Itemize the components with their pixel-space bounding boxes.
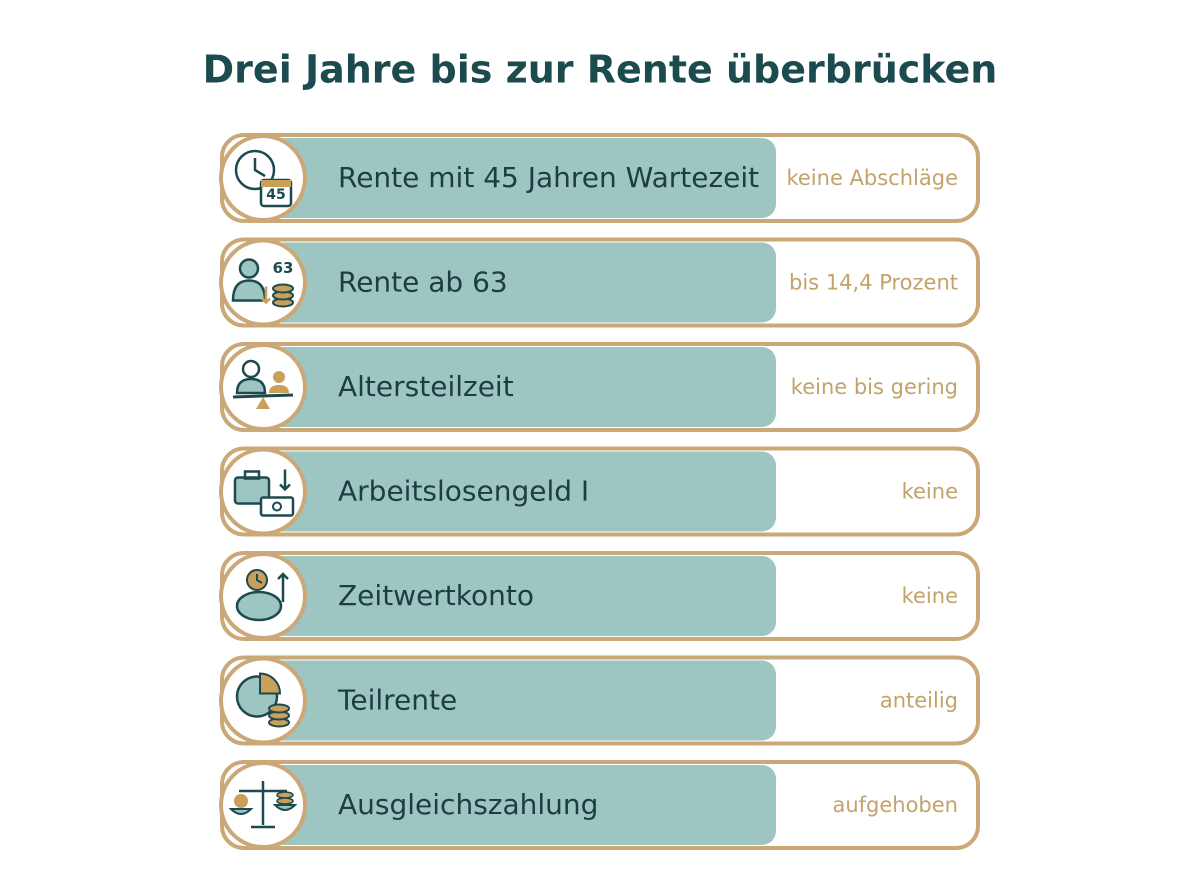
icon-shape	[239, 781, 287, 829]
icon-shape	[272, 283, 294, 294]
icon-shape	[232, 393, 294, 399]
row-note: keine bis gering	[791, 375, 958, 399]
icon-text: 63	[273, 259, 294, 277]
row-note: keine	[902, 480, 958, 504]
icon-shape	[234, 794, 248, 808]
row-label: Altersteilzeit	[338, 370, 514, 403]
row-label: Ausgleichszahlung	[338, 788, 598, 821]
icon-circle	[219, 238, 307, 327]
row: Ausgleichszahlung aufgehoben	[219, 760, 980, 850]
icon	[235, 569, 289, 622]
icon	[233, 469, 295, 517]
row-label: Zeitwertkonto	[338, 579, 534, 612]
row: Teilrente anteilig	[219, 655, 980, 746]
row: 45 Rente mit 45 Jahren Wartezeit keine Abs…	[219, 133, 980, 223]
icon: 45	[234, 149, 293, 208]
row-note: aufgehoben	[832, 793, 958, 817]
row-note: keine	[902, 584, 958, 608]
row: 63 Rente ab 63 bis 14,4 Prozent	[219, 237, 980, 328]
icon-shape	[261, 180, 291, 187]
row-note: keine Abschläge	[786, 166, 958, 190]
row-label: Rente mit 45 Jahren Wartezeit	[338, 161, 759, 194]
row-bar	[250, 556, 776, 636]
row-note: bis 14,4 Prozent	[789, 271, 958, 295]
row-bar	[250, 242, 776, 323]
icon-shape	[276, 791, 294, 799]
icon-shape	[256, 397, 270, 409]
row-bar	[250, 765, 776, 845]
row-label: Arbeitslosengeld I	[338, 475, 589, 508]
icon-shape	[269, 385, 289, 393]
icon-shape	[261, 286, 271, 305]
row-label: Teilrente	[337, 684, 457, 717]
icon	[228, 781, 298, 829]
row-label: Rente ab 63	[338, 266, 508, 299]
icon-shape	[231, 279, 267, 302]
row-bar	[250, 347, 776, 427]
rows: 45 Rente mit 45 Jahren Wartezeit keine Abs…	[219, 133, 980, 850]
icon-shape	[276, 797, 294, 805]
row: Altersteilzeit keine bis gering	[219, 342, 980, 432]
icon: 63	[231, 258, 294, 308]
icon-shape	[253, 158, 266, 178]
row-bar	[250, 660, 776, 741]
icon-text: 45	[266, 187, 285, 203]
icon-shape	[235, 590, 283, 622]
icon-shape	[279, 469, 291, 492]
icon-shape	[228, 804, 298, 815]
icon-shape	[259, 672, 282, 695]
row-note: anteilig	[880, 689, 958, 713]
icon-shape	[268, 703, 290, 714]
icon-shape	[277, 572, 289, 602]
title: Drei Jahre bis zur Rente überbrücken	[203, 48, 998, 92]
icon-shape	[256, 574, 263, 584]
icon-shape	[241, 359, 261, 379]
row-bar	[250, 138, 776, 218]
icon-shape	[273, 371, 285, 383]
icon-shape	[259, 496, 295, 517]
row: Arbeitslosengeld I keine	[219, 446, 980, 537]
icon	[235, 672, 290, 728]
icon-shape	[235, 377, 267, 395]
icon-shape	[243, 470, 261, 480]
icon	[232, 359, 294, 409]
row: Zeitwertkonto keine	[219, 551, 980, 641]
icon-shape	[238, 258, 260, 279]
row-bar	[250, 451, 776, 532]
icon-shape	[272, 501, 282, 512]
